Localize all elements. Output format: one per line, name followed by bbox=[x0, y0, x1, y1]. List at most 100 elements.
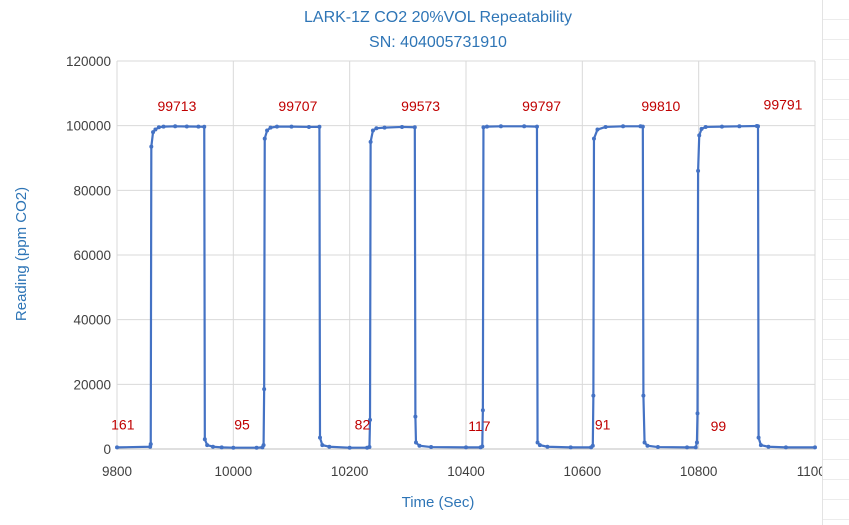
data-point bbox=[274, 124, 279, 129]
value-label: 117 bbox=[468, 418, 491, 434]
data-point bbox=[481, 125, 486, 130]
data-point bbox=[534, 124, 539, 129]
y-tick-label: 100000 bbox=[66, 119, 111, 134]
x-tick-label: 10400 bbox=[447, 464, 485, 479]
data-point bbox=[161, 124, 166, 129]
data-point bbox=[758, 443, 763, 448]
data-point bbox=[205, 443, 210, 448]
data-point bbox=[262, 387, 267, 392]
data-point bbox=[374, 126, 379, 131]
x-tick-label: 10600 bbox=[564, 464, 602, 479]
data-point bbox=[368, 417, 373, 422]
data-point bbox=[173, 124, 178, 129]
data-point bbox=[151, 130, 156, 135]
value-label: 99713 bbox=[157, 98, 196, 114]
x-tick-label: 10000 bbox=[215, 464, 253, 479]
data-point bbox=[464, 445, 468, 450]
value-label: 161 bbox=[111, 417, 135, 433]
data-point bbox=[153, 127, 158, 132]
data-point bbox=[413, 440, 418, 445]
data-point bbox=[261, 443, 266, 448]
data-point bbox=[254, 445, 259, 450]
data-point bbox=[413, 414, 418, 419]
sheet-edge bbox=[822, 0, 849, 525]
y-axis: 0 20000 40000 60000 80000 100000 120000 bbox=[66, 54, 111, 457]
data-point bbox=[641, 393, 646, 398]
value-label: 99810 bbox=[641, 98, 680, 114]
data-point bbox=[737, 124, 742, 129]
data-point bbox=[265, 128, 270, 133]
x-tick-label: 9800 bbox=[102, 464, 132, 479]
data-point bbox=[535, 440, 540, 445]
data-point bbox=[756, 435, 761, 440]
data-point bbox=[537, 443, 542, 448]
y-tick-label: 120000 bbox=[66, 54, 111, 69]
chart-subtitle: SN: 404005731910 bbox=[369, 34, 507, 51]
data-point bbox=[694, 440, 699, 445]
data-point bbox=[327, 444, 332, 449]
value-label: 99791 bbox=[764, 97, 803, 113]
data-point bbox=[640, 124, 645, 129]
data-point bbox=[693, 445, 698, 450]
data-point bbox=[417, 443, 422, 448]
data-point bbox=[813, 445, 817, 450]
data-point bbox=[545, 444, 550, 449]
x-axis: 9800 10000 10200 10400 10600 10800 11000 bbox=[102, 464, 833, 479]
data-point bbox=[603, 124, 608, 129]
data-point bbox=[231, 445, 236, 450]
gridlines bbox=[116, 60, 816, 450]
series-markers bbox=[115, 123, 817, 450]
value-label: 95 bbox=[234, 417, 250, 433]
data-point bbox=[621, 124, 626, 129]
data-point bbox=[484, 124, 489, 129]
data-point bbox=[703, 124, 708, 129]
data-point bbox=[429, 445, 434, 450]
data-point bbox=[382, 125, 387, 130]
x-axis-title: Time (Sec) bbox=[402, 494, 475, 511]
data-point bbox=[148, 442, 153, 447]
data-point bbox=[480, 408, 485, 413]
data-point bbox=[196, 124, 201, 129]
data-point bbox=[756, 124, 760, 129]
x-tick-label: 10800 bbox=[680, 464, 718, 479]
data-point bbox=[719, 124, 724, 129]
value-label: 99 bbox=[711, 418, 727, 434]
data-point bbox=[783, 445, 788, 450]
data-annotations: 161 99713 95 99707 82 99573 117 99797 91 99810 99 9… bbox=[111, 97, 846, 435]
chart-title: LARK-1Z CO2 20%VOL Repeatability bbox=[304, 9, 572, 26]
data-point bbox=[202, 437, 207, 442]
data-point bbox=[202, 124, 207, 129]
data-point bbox=[685, 445, 690, 450]
data-point bbox=[347, 445, 352, 450]
data-point bbox=[766, 444, 771, 449]
data-point bbox=[156, 125, 161, 130]
data-point bbox=[695, 411, 700, 416]
data-point bbox=[590, 443, 595, 448]
data-point bbox=[210, 444, 215, 449]
value-label: 82 bbox=[355, 417, 371, 433]
data-point bbox=[400, 124, 405, 129]
data-point bbox=[697, 133, 702, 138]
y-tick-label: 60000 bbox=[73, 248, 111, 263]
series-line bbox=[116, 124, 815, 449]
data-point bbox=[642, 440, 647, 445]
data-point bbox=[184, 124, 189, 129]
data-point bbox=[595, 127, 600, 132]
data-point bbox=[591, 393, 596, 398]
x-tick-label: 10200 bbox=[331, 464, 369, 479]
data-point bbox=[480, 444, 485, 449]
y-tick-label: 80000 bbox=[73, 183, 111, 198]
value-label: 91 bbox=[595, 417, 611, 433]
data-point bbox=[262, 136, 267, 141]
data-point bbox=[645, 443, 650, 448]
data-point bbox=[699, 126, 704, 131]
value-label: 99797 bbox=[522, 98, 561, 114]
y-tick-label: 0 bbox=[103, 442, 111, 457]
data-point bbox=[317, 124, 322, 129]
data-point bbox=[522, 124, 527, 129]
data-point bbox=[306, 124, 311, 129]
data-point bbox=[318, 435, 322, 440]
value-label: 99707 bbox=[278, 98, 317, 114]
y-tick-label: 40000 bbox=[73, 313, 111, 328]
